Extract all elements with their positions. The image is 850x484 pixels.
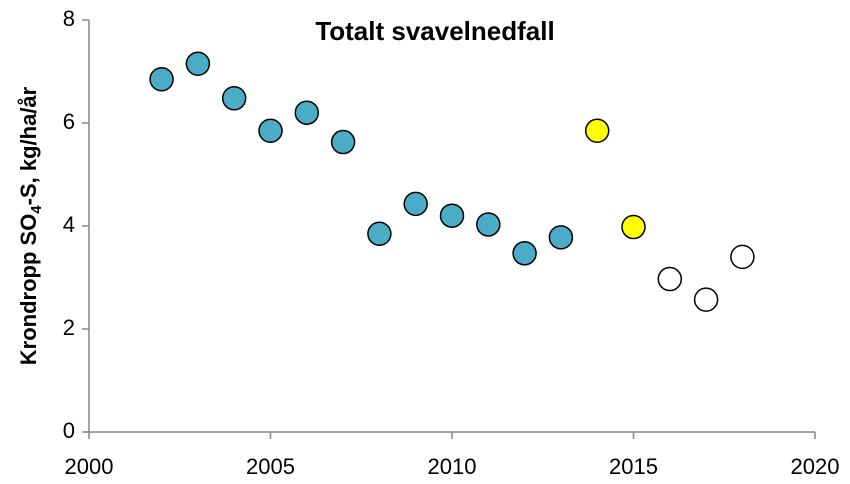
data-point <box>548 225 574 250</box>
data-point <box>730 244 755 270</box>
data-point <box>439 203 465 228</box>
x-tick-label: 2020 <box>791 454 840 479</box>
data-point <box>693 287 719 312</box>
data-point <box>584 118 610 143</box>
data-point <box>185 51 211 77</box>
data-point <box>621 214 646 240</box>
y-label-part: -S, kg/ha/år <box>16 86 41 205</box>
y-label-subscript: 4 <box>28 205 45 214</box>
y-tick-label: 8 <box>63 6 75 31</box>
data-point <box>330 129 356 155</box>
x-tick-label: 2010 <box>428 454 477 479</box>
data-point <box>294 100 320 125</box>
x-tick-label: 2015 <box>609 454 658 479</box>
data-point <box>403 191 428 217</box>
y-label-part: Krondropp SO <box>16 214 41 366</box>
data-point <box>512 241 537 266</box>
y-tick-label: 6 <box>63 109 75 134</box>
data-point <box>367 221 392 246</box>
data-point <box>221 86 247 111</box>
y-tick-label: 0 <box>63 418 75 443</box>
data-point <box>258 118 283 143</box>
data-point <box>476 212 501 237</box>
y-tick-label: 2 <box>63 315 75 340</box>
data-point <box>657 266 683 292</box>
chart-title: Totalt svavelnedfall <box>315 16 554 46</box>
y-axis-label: Krondropp SO4-S, kg/ha/år <box>16 86 45 365</box>
y-tick-label: 4 <box>63 212 75 237</box>
x-tick-label: 2000 <box>65 454 114 479</box>
data-point <box>149 66 174 92</box>
x-tick-label: 2005 <box>246 454 295 479</box>
